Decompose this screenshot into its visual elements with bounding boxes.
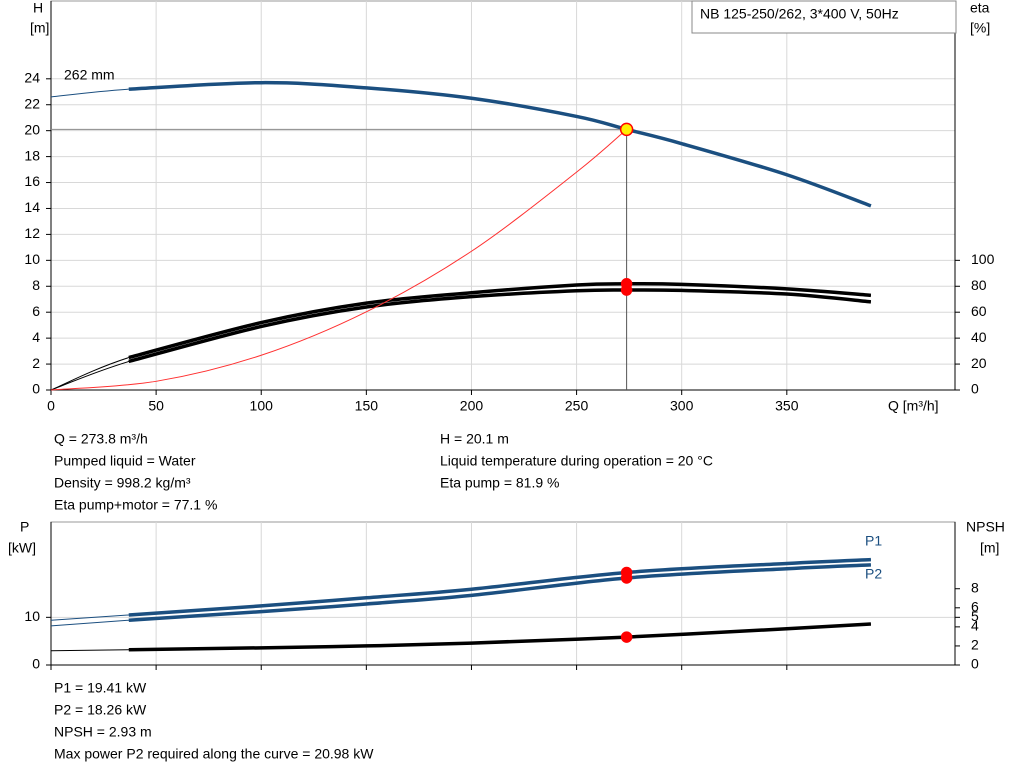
- x-label: Q [m³/h]: [888, 398, 939, 414]
- curve-thick: [128, 622, 872, 652]
- operating-point: [620, 572, 633, 584]
- operating-point: [620, 631, 633, 643]
- curve-label: P2: [865, 566, 882, 582]
- y-tick-label: 6: [32, 303, 40, 319]
- y2-tick-label: 0: [971, 381, 979, 397]
- y-tick-label: 22: [24, 95, 40, 111]
- info-text: Pumped liquid = Water: [54, 453, 196, 469]
- info-text: P2 = 18.26 kW: [54, 702, 147, 718]
- y2-tick-label: 6: [971, 599, 979, 615]
- info-text: Liquid temperature during operation = 20…: [440, 453, 713, 469]
- info-text: Density = 998.2 kg/m³: [54, 475, 191, 491]
- curve-thick: [128, 557, 871, 617]
- y-tick-label: 16: [24, 173, 40, 189]
- x-tick-label: 200: [460, 398, 484, 414]
- y-tick-label: 14: [24, 199, 40, 215]
- y-tick-label: 12: [24, 225, 40, 241]
- y-label: P: [20, 519, 29, 535]
- y-tick-label: 10: [24, 251, 40, 267]
- curve-thick: [128, 563, 871, 622]
- y-tick-label: 0: [32, 381, 40, 397]
- y2-tick-label: 4: [971, 618, 979, 634]
- x-tick-label: 100: [250, 398, 274, 414]
- y-tick-label: 18: [24, 147, 40, 163]
- info-box: [691, 0, 957, 34]
- y2-tick-label: 0: [971, 656, 979, 672]
- y-label: H: [33, 0, 43, 16]
- y2-tick-label: 2: [971, 637, 979, 653]
- y-unit: [m]: [30, 20, 49, 36]
- y2-tick-label: 8: [971, 579, 979, 595]
- x-tick-label: 150: [355, 398, 379, 414]
- x-tick-label: 300: [670, 398, 694, 414]
- y-tick-label: 20: [24, 121, 40, 137]
- info-text: Eta pump+motor = 77.1 %: [54, 497, 217, 513]
- y2-tick-label: 80: [971, 277, 987, 293]
- info-text: Max power P2 required along the curve = …: [54, 746, 374, 762]
- info-text: Q = 273.8 m³/h: [54, 431, 148, 447]
- y2-tick-label: 60: [971, 303, 987, 319]
- y2-unit: [%]: [970, 20, 990, 36]
- info-text: Eta pump = 81.9 %: [440, 475, 559, 491]
- y2-tick-label: 40: [971, 329, 987, 345]
- y-tick-label: 10: [24, 608, 40, 624]
- plot-area: [50, 0, 956, 391]
- chart-1-labels: H [m] eta [%] Q [m³/h] 262 mm: [30, 0, 990, 414]
- operating-point: [619, 122, 634, 137]
- x-tick-label: 50: [148, 398, 164, 414]
- y-tick-label: 4: [32, 329, 40, 345]
- curve-label: P1: [865, 533, 882, 549]
- curve-label: 262 mm: [64, 67, 115, 83]
- info-text: P1 = 19.41 kW: [54, 680, 147, 696]
- y2-tick-label: 5: [971, 608, 979, 624]
- x-tick-label: 0: [47, 398, 55, 414]
- chart-2-labels: P [kW] NPSH [m] P1 P2: [8, 519, 1005, 582]
- y2-label: eta: [970, 0, 990, 16]
- y2-tick-label: 20: [971, 355, 987, 371]
- curve: [50, 128, 627, 391]
- curve-thick: [128, 288, 872, 364]
- curve-thick: [128, 80, 872, 208]
- y2-tick-label: 100: [971, 251, 995, 267]
- y-tick-label: 2: [32, 355, 40, 371]
- info-text: NPSH = 2.93 m: [54, 724, 152, 740]
- y-tick-label: 8: [32, 277, 40, 293]
- y-tick-label: 0: [32, 656, 40, 672]
- info-text: H = 20.1 m: [440, 431, 509, 447]
- x-tick-label: 350: [775, 398, 799, 414]
- y-tick-label: 24: [24, 70, 40, 86]
- x-tick-label: 250: [565, 398, 589, 414]
- box-label: NB 125-250/262, 3*400 V, 50Hz: [700, 6, 899, 22]
- y-unit: [kW]: [8, 540, 36, 556]
- y2-unit: [m]: [980, 540, 999, 556]
- curve-thick: [128, 281, 872, 360]
- y2-label: NPSH: [966, 519, 1005, 535]
- operating-point: [620, 284, 633, 296]
